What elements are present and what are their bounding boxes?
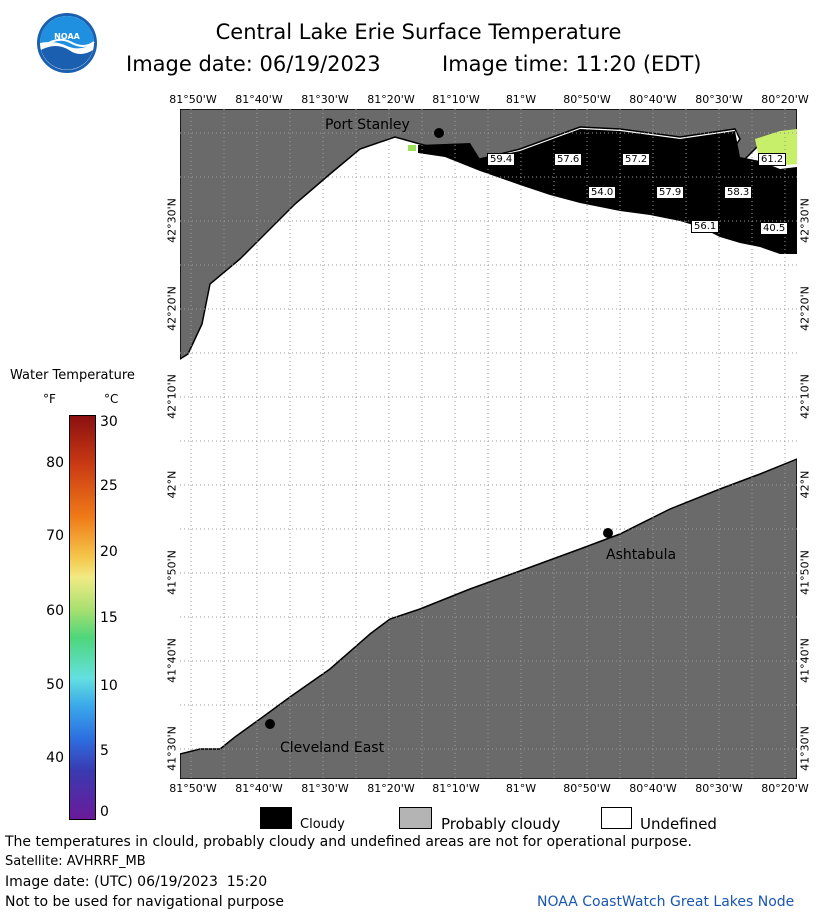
- noaa-logo: NOAA: [36, 12, 98, 74]
- logo-text: NOAA: [54, 32, 80, 41]
- lon-label-bottom: 80°50'W: [563, 782, 611, 795]
- lon-label-top: 80°30'W: [695, 93, 743, 106]
- temp-label: 57.9: [656, 186, 685, 199]
- page-title: Central Lake Erie Surface Temperature: [215, 20, 622, 44]
- colorbar-c-tick: 10: [100, 678, 118, 694]
- lon-label-top: 80°50'W: [563, 93, 611, 106]
- lon-label-top: 81°40'W: [235, 93, 283, 106]
- lat-label-left: 42°30'N: [165, 198, 179, 243]
- colorbar-title: Water Temperature: [10, 368, 135, 383]
- legend-label-undefined: Undefined: [640, 815, 717, 833]
- lon-label-bottom: 81°20'W: [367, 782, 415, 795]
- disclaimer: The temperatures in clould, probably clo…: [5, 834, 692, 850]
- lon-label-bottom: 80°30'W: [695, 782, 743, 795]
- city-marker-cleveland-east: [265, 719, 275, 729]
- lon-label-bottom: 81°10'W: [432, 782, 480, 795]
- lat-label-right: 42°N: [798, 470, 812, 499]
- colorbar-f-tick: 70: [46, 528, 64, 544]
- temp-label: 40.5: [760, 222, 789, 235]
- legend-label-probably-cloudy: Probably cloudy: [441, 815, 561, 833]
- legend-label-cloudy: Cloudy: [300, 817, 345, 832]
- city-label-port-stanley: Port Stanley: [325, 117, 410, 133]
- lat-label-left: 41°30'N: [165, 726, 179, 771]
- satellite-info: Satellite: AVHRRF_MB: [5, 854, 146, 869]
- colorbar-f-tick: 40: [46, 750, 64, 766]
- lat-label-right: 42°20'N: [798, 286, 812, 331]
- image-date: Image date: 06/19/2023: [126, 52, 381, 76]
- colorbar-f-tick: 60: [46, 603, 64, 619]
- colorbar-f-tick: 50: [46, 677, 64, 693]
- lon-label-bottom: 80°20'W: [761, 782, 809, 795]
- credit: NOAA CoastWatch Great Lakes Node: [537, 894, 795, 910]
- city-marker-port-stanley: [434, 128, 444, 138]
- lat-label-right: 41°50'N: [798, 550, 812, 595]
- temp-label: 58.3: [724, 186, 753, 199]
- colorbar-c-tick: 15: [100, 610, 118, 626]
- usa-land: [180, 458, 797, 779]
- utc-date: Image date: (UTC) 06/19/2023 15:20: [5, 874, 268, 890]
- warm-pixels: [408, 145, 416, 151]
- colorbar-c-tick: 0: [100, 804, 109, 820]
- map-panel: [180, 109, 797, 779]
- temp-label: 54.0: [588, 186, 617, 199]
- temp-label: 57.6: [554, 153, 583, 166]
- legend-swatch-probably-cloudy: [399, 807, 432, 829]
- lat-label-left: 41°40'N: [165, 638, 179, 683]
- lat-label-left: 42°N: [165, 470, 179, 499]
- legend-swatch-undefined: [601, 807, 632, 829]
- temp-label: 59.4: [487, 153, 516, 166]
- lat-label-right: 42°30'N: [798, 198, 812, 243]
- lon-label-top: 81°W: [505, 93, 537, 106]
- colorbar-c-tick: 5: [100, 743, 109, 759]
- lon-label-top: 81°30'W: [301, 93, 349, 106]
- lat-label-left: 42°20'N: [165, 286, 179, 331]
- lon-label-top: 81°20'W: [367, 93, 415, 106]
- colorbar-c-tick: 20: [100, 544, 118, 560]
- colorbar-unit-f: °F: [43, 392, 56, 406]
- nav-warning: Not to be used for navigational purpose: [5, 894, 284, 910]
- lon-label-top: 80°40'W: [629, 93, 677, 106]
- lon-label-top: 81°50'W: [169, 93, 217, 106]
- temp-label: 57.2: [622, 153, 651, 166]
- lon-label-bottom: 81°W: [505, 782, 537, 795]
- colorbar-c-tick: 30: [100, 414, 118, 430]
- lat-label-left: 41°50'N: [165, 550, 179, 595]
- lat-label-right: 41°40'N: [798, 638, 812, 683]
- lon-label-bottom: 80°40'W: [629, 782, 677, 795]
- lon-label-bottom: 81°30'W: [301, 782, 349, 795]
- graticule: [180, 109, 797, 779]
- lat-label-left: 42°10'N: [165, 374, 179, 419]
- lon-label-bottom: 81°40'W: [235, 782, 283, 795]
- temp-label: 61.2: [758, 153, 787, 166]
- lon-label-top: 80°20'W: [761, 93, 809, 106]
- colorbar-unit-c: °C: [104, 392, 119, 406]
- colorbar-f-tick: 80: [46, 455, 64, 471]
- city-marker-ashtabula: [603, 528, 613, 538]
- lon-label-bottom: 81°50'W: [169, 782, 217, 795]
- lat-label-right: 42°10'N: [798, 374, 812, 419]
- city-label-cleveland-east: Cleveland East: [280, 740, 385, 756]
- colorbar-c-tick: 25: [100, 478, 118, 494]
- lon-label-top: 81°10'W: [432, 93, 480, 106]
- colorbar: [69, 415, 96, 820]
- legend-swatch-cloudy: [260, 807, 292, 829]
- city-label-ashtabula: Ashtabula: [606, 547, 677, 563]
- lat-label-right: 41°30'N: [798, 726, 812, 771]
- temp-label: 56.1: [691, 220, 720, 233]
- image-time: Image time: 11:20 (EDT): [442, 52, 702, 76]
